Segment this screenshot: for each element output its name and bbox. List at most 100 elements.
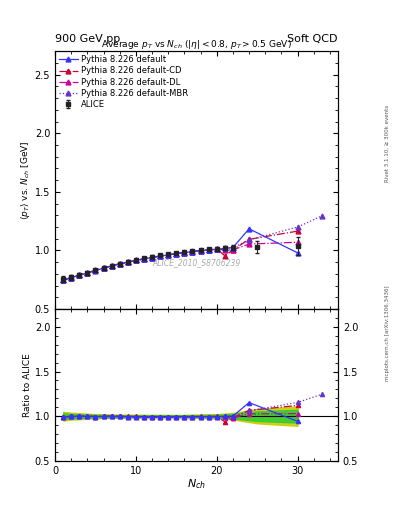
Pythia 8.226 default-MBR bbox=[320, 213, 324, 219]
Line: Pythia 8.226 default-MBR: Pythia 8.226 default-MBR bbox=[61, 214, 324, 283]
Y-axis label: Ratio to ALICE: Ratio to ALICE bbox=[23, 353, 32, 417]
Pythia 8.226 default-DL bbox=[158, 253, 162, 259]
Pythia 8.226 default-CD bbox=[69, 274, 73, 281]
X-axis label: $N_{ch}$: $N_{ch}$ bbox=[187, 477, 206, 491]
Pythia 8.226 default-CD bbox=[206, 247, 211, 253]
Pythia 8.226 default-DL bbox=[295, 239, 300, 245]
Pythia 8.226 default-CD bbox=[125, 259, 130, 265]
Pythia 8.226 default-DL bbox=[125, 259, 130, 265]
Pythia 8.226 default-CD bbox=[77, 272, 82, 278]
Pythia 8.226 default-MBR bbox=[206, 247, 211, 253]
Pythia 8.226 default-MBR bbox=[77, 272, 82, 278]
Pythia 8.226 default-CD bbox=[166, 251, 171, 258]
Pythia 8.226 default-CD bbox=[150, 254, 154, 261]
Pythia 8.226 default-DL bbox=[134, 258, 138, 264]
Pythia 8.226 default-DL bbox=[214, 246, 219, 252]
Pythia 8.226 default bbox=[109, 263, 114, 269]
Pythia 8.226 default-CD bbox=[190, 248, 195, 254]
Pythia 8.226 default-MBR bbox=[182, 249, 187, 255]
Pythia 8.226 default-MBR bbox=[247, 237, 252, 243]
Pythia 8.226 default-MBR bbox=[101, 265, 106, 271]
Pythia 8.226 default bbox=[141, 256, 146, 262]
Legend: Pythia 8.226 default, Pythia 8.226 default-CD, Pythia 8.226 default-DL, Pythia 8: Pythia 8.226 default, Pythia 8.226 defau… bbox=[57, 54, 190, 111]
Pythia 8.226 default-DL bbox=[190, 249, 195, 255]
Line: Pythia 8.226 default-DL: Pythia 8.226 default-DL bbox=[61, 240, 300, 283]
Text: Soft QCD: Soft QCD bbox=[288, 33, 338, 44]
Pythia 8.226 default-DL bbox=[206, 247, 211, 253]
Pythia 8.226 default-CD bbox=[93, 267, 98, 273]
Pythia 8.226 default bbox=[247, 226, 252, 232]
Pythia 8.226 default-DL bbox=[109, 263, 114, 269]
Pythia 8.226 default-MBR bbox=[231, 245, 235, 251]
Pythia 8.226 default-CD bbox=[158, 253, 162, 259]
Pythia 8.226 default-MBR bbox=[141, 256, 146, 262]
Pythia 8.226 default-CD bbox=[174, 250, 179, 257]
Pythia 8.226 default-CD bbox=[231, 247, 235, 253]
Pythia 8.226 default-DL bbox=[150, 254, 154, 261]
Pythia 8.226 default bbox=[174, 251, 179, 257]
Pythia 8.226 default bbox=[134, 258, 138, 264]
Pythia 8.226 default bbox=[158, 253, 162, 259]
Pythia 8.226 default-DL bbox=[182, 249, 187, 255]
Line: Pythia 8.226 default: Pythia 8.226 default bbox=[61, 226, 300, 283]
Pythia 8.226 default-DL bbox=[166, 252, 171, 258]
Pythia 8.226 default bbox=[190, 249, 195, 255]
Pythia 8.226 default bbox=[198, 248, 203, 254]
Pythia 8.226 default-MBR bbox=[198, 248, 203, 254]
Text: Rivet 3.1.10, ≥ 300k events: Rivet 3.1.10, ≥ 300k events bbox=[385, 105, 389, 182]
Pythia 8.226 default-MBR bbox=[125, 259, 130, 265]
Pythia 8.226 default bbox=[166, 252, 171, 258]
Pythia 8.226 default-CD bbox=[101, 265, 106, 271]
Pythia 8.226 default bbox=[150, 254, 154, 261]
Pythia 8.226 default-CD bbox=[182, 249, 187, 255]
Pythia 8.226 default-DL bbox=[198, 248, 203, 254]
Pythia 8.226 default-CD bbox=[214, 246, 219, 252]
Pythia 8.226 default-MBR bbox=[69, 274, 73, 281]
Pythia 8.226 default-MBR bbox=[61, 277, 66, 283]
Pythia 8.226 default-MBR bbox=[214, 246, 219, 252]
Pythia 8.226 default-DL bbox=[77, 272, 82, 278]
Pythia 8.226 default-MBR bbox=[166, 252, 171, 258]
Pythia 8.226 default-CD bbox=[295, 228, 300, 234]
Pythia 8.226 default-DL bbox=[93, 267, 98, 273]
Pythia 8.226 default bbox=[222, 245, 227, 251]
Pythia 8.226 default bbox=[125, 259, 130, 265]
Pythia 8.226 default-MBR bbox=[109, 263, 114, 269]
Pythia 8.226 default-CD bbox=[118, 261, 122, 267]
Pythia 8.226 default bbox=[69, 274, 73, 281]
Pythia 8.226 default-CD bbox=[198, 247, 203, 253]
Pythia 8.226 default-DL bbox=[118, 261, 122, 267]
Pythia 8.226 default-CD bbox=[85, 270, 90, 276]
Pythia 8.226 default-DL bbox=[231, 247, 235, 253]
Pythia 8.226 default-MBR bbox=[118, 261, 122, 267]
Text: mcplots.cern.ch [arXiv:1306.3436]: mcplots.cern.ch [arXiv:1306.3436] bbox=[385, 285, 389, 380]
Pythia 8.226 default-DL bbox=[222, 247, 227, 253]
Text: ALICE_2010_S8706239: ALICE_2010_S8706239 bbox=[152, 258, 241, 267]
Pythia 8.226 default-CD bbox=[134, 257, 138, 263]
Pythia 8.226 default-MBR bbox=[93, 267, 98, 273]
Pythia 8.226 default bbox=[61, 277, 66, 283]
Text: 900 GeV pp: 900 GeV pp bbox=[55, 33, 120, 44]
Pythia 8.226 default-MBR bbox=[134, 258, 138, 264]
Pythia 8.226 default bbox=[118, 261, 122, 267]
Pythia 8.226 default-CD bbox=[109, 263, 114, 269]
Pythia 8.226 default bbox=[231, 245, 235, 251]
Pythia 8.226 default-DL bbox=[69, 274, 73, 281]
Pythia 8.226 default-CD bbox=[247, 236, 252, 242]
Pythia 8.226 default-MBR bbox=[85, 270, 90, 276]
Pythia 8.226 default-MBR bbox=[174, 250, 179, 257]
Pythia 8.226 default-MBR bbox=[190, 249, 195, 255]
Pythia 8.226 default-DL bbox=[101, 265, 106, 271]
Line: Pythia 8.226 default-CD: Pythia 8.226 default-CD bbox=[61, 229, 300, 283]
Pythia 8.226 default bbox=[206, 247, 211, 253]
Pythia 8.226 default bbox=[77, 272, 82, 279]
Pythia 8.226 default-DL bbox=[141, 256, 146, 262]
Pythia 8.226 default-DL bbox=[85, 270, 90, 276]
Pythia 8.226 default-MBR bbox=[295, 224, 300, 230]
Pythia 8.226 default bbox=[182, 249, 187, 255]
Title: Average $p_T$ vs $N_{ch}$ ($|\eta| < 0.8$, $p_T > 0.5$ GeV): Average $p_T$ vs $N_{ch}$ ($|\eta| < 0.8… bbox=[101, 38, 292, 51]
Pythia 8.226 default bbox=[214, 246, 219, 252]
Pythia 8.226 default bbox=[93, 268, 98, 274]
Pythia 8.226 default-MBR bbox=[222, 245, 227, 251]
Pythia 8.226 default-MBR bbox=[150, 254, 154, 261]
